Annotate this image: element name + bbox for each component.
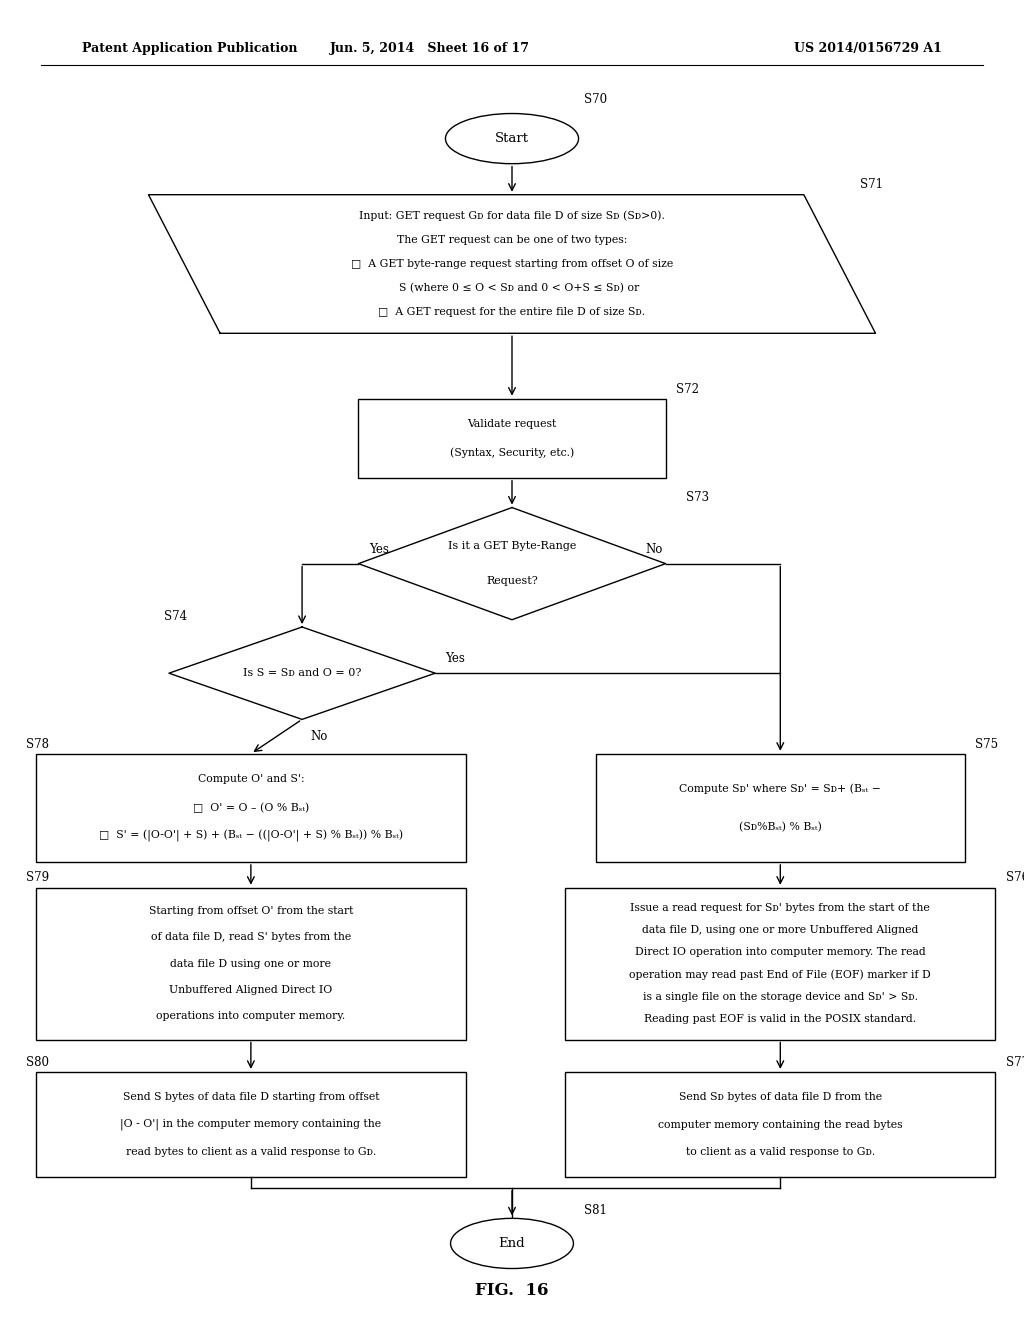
Text: Send S bytes of data file D starting from offset: Send S bytes of data file D starting fro…	[123, 1092, 379, 1102]
Text: Issue a read request for Sᴅ' bytes from the start of the: Issue a read request for Sᴅ' bytes from …	[631, 903, 930, 913]
Text: Is S = Sᴅ and O = 0?: Is S = Sᴅ and O = 0?	[243, 668, 361, 678]
Text: to client as a valid response to Gᴅ.: to client as a valid response to Gᴅ.	[686, 1147, 874, 1158]
Text: □  A GET byte-range request starting from offset O of size: □ A GET byte-range request starting from…	[351, 259, 673, 269]
Text: Yes: Yes	[445, 652, 465, 665]
Text: Reading past EOF is valid in the POSIX standard.: Reading past EOF is valid in the POSIX s…	[644, 1014, 916, 1024]
Text: Unbuffered Aligned Direct IO: Unbuffered Aligned Direct IO	[169, 985, 333, 995]
Text: S70: S70	[584, 92, 607, 106]
Text: S79: S79	[26, 871, 49, 884]
Text: No: No	[645, 543, 663, 556]
Text: S77: S77	[1006, 1056, 1024, 1069]
Text: S81: S81	[584, 1204, 606, 1217]
Text: Starting from offset O' from the start: Starting from offset O' from the start	[148, 907, 353, 916]
Text: data file D using one or more: data file D using one or more	[170, 958, 332, 969]
Bar	[565, 887, 995, 1040]
Text: Validate request: Validate request	[467, 418, 557, 429]
Text: computer memory containing the read bytes: computer memory containing the read byte…	[658, 1119, 902, 1130]
Bar	[36, 754, 466, 862]
Text: S (where 0 ≤ O < Sᴅ and 0 < O+S ≤ Sᴅ) or: S (where 0 ≤ O < Sᴅ and 0 < O+S ≤ Sᴅ) or	[385, 282, 639, 293]
Text: US 2014/0156729 A1: US 2014/0156729 A1	[795, 42, 942, 55]
Text: Request?: Request?	[486, 576, 538, 586]
Text: The GET request can be one of two types:: The GET request can be one of two types:	[397, 235, 627, 246]
Text: S73: S73	[686, 491, 710, 504]
Text: Direct IO operation into computer memory. The read: Direct IO operation into computer memory…	[635, 948, 926, 957]
Bar	[36, 887, 466, 1040]
Text: □  A GET request for the entire file D of size Sᴅ.: □ A GET request for the entire file D of…	[379, 306, 645, 317]
Bar	[596, 754, 965, 862]
Text: (Sᴅ%Bₛₜ) % Bₛₜ): (Sᴅ%Bₛₜ) % Bₛₜ)	[739, 822, 821, 833]
Text: read bytes to client as a valid response to Gᴅ.: read bytes to client as a valid response…	[126, 1147, 376, 1158]
Bar	[358, 399, 666, 478]
Text: (Syntax, Security, etc.): (Syntax, Security, etc.)	[450, 447, 574, 458]
Text: of data file D, read S' bytes from the: of data file D, read S' bytes from the	[151, 932, 351, 942]
Text: data file D, using one or more Unbuffered Aligned: data file D, using one or more Unbuffere…	[642, 925, 919, 935]
Text: Yes: Yes	[369, 543, 388, 556]
Text: Is it a GET Byte-Range: Is it a GET Byte-Range	[447, 541, 577, 552]
Text: Send Sᴅ bytes of data file D from the: Send Sᴅ bytes of data file D from the	[679, 1092, 882, 1102]
Text: □  S' = (|O-O'| + S) + (Bₛₜ − ((|O-O'| + S) % Bₛₜ)) % Bₛₜ): □ S' = (|O-O'| + S) + (Bₛₜ − ((|O-O'| + …	[99, 830, 402, 842]
Text: Compute O' and S':: Compute O' and S':	[198, 775, 304, 784]
Text: Patent Application Publication: Patent Application Publication	[82, 42, 297, 55]
Text: Start: Start	[495, 132, 529, 145]
Text: S71: S71	[860, 178, 883, 191]
Text: S74: S74	[164, 610, 187, 623]
Text: End: End	[499, 1237, 525, 1250]
Text: S72: S72	[676, 383, 698, 396]
Text: S76: S76	[1006, 871, 1024, 884]
Text: |O - O'| in the computer memory containing the: |O - O'| in the computer memory containi…	[120, 1119, 382, 1130]
Text: S78: S78	[26, 738, 48, 751]
Text: No: No	[310, 730, 328, 743]
Text: □  O' = O – (O % Bₛₜ): □ O' = O – (O % Bₛₜ)	[193, 803, 309, 813]
Text: operation may read past End of File (EOF) marker if D: operation may read past End of File (EOF…	[630, 969, 931, 979]
Text: Jun. 5, 2014   Sheet 16 of 17: Jun. 5, 2014 Sheet 16 of 17	[330, 42, 530, 55]
Text: Input: GET request Gᴅ for data file D of size Sᴅ (Sᴅ>0).: Input: GET request Gᴅ for data file D of…	[359, 211, 665, 222]
Text: S75: S75	[975, 738, 998, 751]
Text: Compute Sᴅ' where Sᴅ' = Sᴅ+ (Bₛₜ −: Compute Sᴅ' where Sᴅ' = Sᴅ+ (Bₛₜ −	[679, 783, 882, 793]
Text: operations into computer memory.: operations into computer memory.	[157, 1011, 345, 1020]
Text: S80: S80	[26, 1056, 48, 1069]
Text: is a single file on the storage device and Sᴅ' > Sᴅ.: is a single file on the storage device a…	[643, 993, 918, 1002]
Text: FIG.  16: FIG. 16	[475, 1283, 549, 1299]
Bar	[565, 1072, 995, 1177]
Bar	[36, 1072, 466, 1177]
